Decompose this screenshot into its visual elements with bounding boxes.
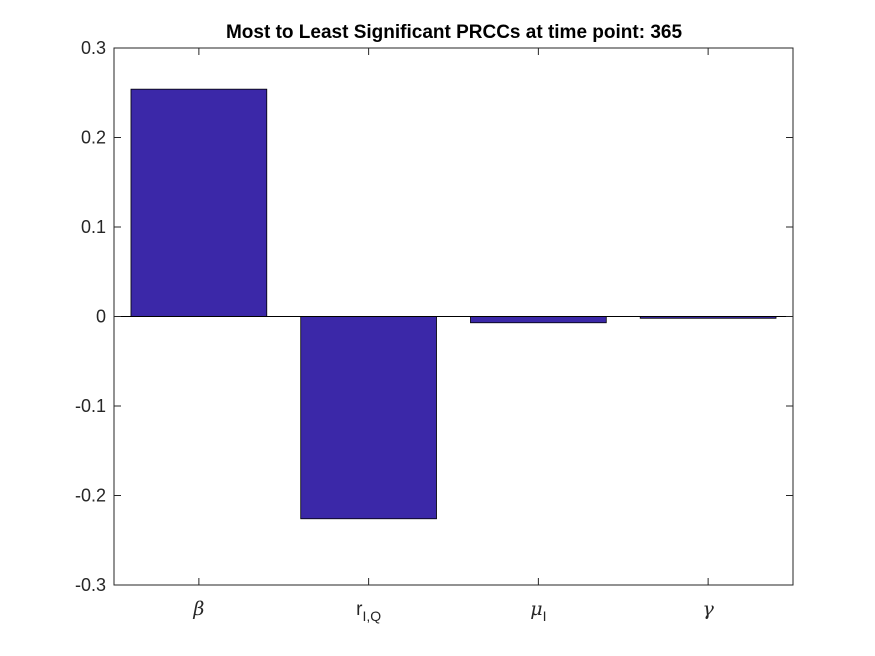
x-tick-label: β: [192, 598, 204, 620]
y-axis-ticks: 0.3 0.2 0.1 0 -0.1 -0.2 -0.3: [75, 38, 793, 595]
x-tick-label: rI,Q: [356, 599, 381, 624]
x-tick-label-subscript: I,Q: [362, 608, 381, 624]
bar-1: [300, 316, 437, 520]
x-tick-label: μI: [530, 598, 546, 624]
bar-0: [130, 88, 268, 317]
y-tick-label: -0.2: [75, 486, 106, 506]
chart-title: Most to Least Significant PRCCs at time …: [226, 22, 682, 43]
y-tick-label: 0.2: [81, 128, 106, 148]
x-tick-label: γ: [702, 598, 714, 620]
bars-group: [130, 88, 777, 520]
x-tick-label-main: μ: [530, 598, 542, 620]
x-axis-ticks: β rI,Q μI γ: [192, 48, 714, 624]
x-tick-label-subscript: I: [543, 608, 547, 624]
y-tick-label: 0.1: [81, 217, 106, 237]
y-tick-label: -0.1: [75, 396, 106, 416]
bar-2: [470, 316, 607, 324]
y-tick-label: 0.3: [81, 38, 106, 58]
x-tick-label-main: γ: [702, 598, 714, 620]
y-tick-label: -0.3: [75, 575, 106, 595]
x-tick-label-main: β: [192, 598, 204, 620]
x-tick-label-main: r: [356, 599, 363, 620]
y-tick-label: 0: [96, 307, 106, 327]
